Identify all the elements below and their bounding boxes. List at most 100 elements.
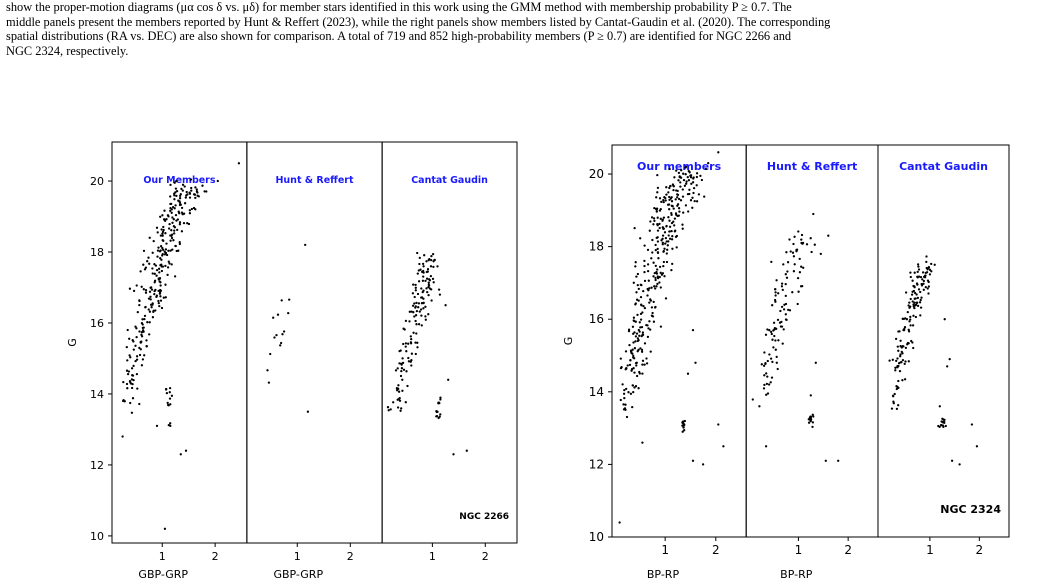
star-point <box>400 407 403 410</box>
member-points <box>386 251 468 456</box>
star-point <box>623 396 626 400</box>
y-tick-label: 20 <box>90 175 104 188</box>
star-point <box>404 401 407 404</box>
star-point <box>169 209 172 213</box>
star-point <box>691 459 695 462</box>
star-point <box>913 301 916 304</box>
star-point <box>148 290 152 293</box>
star-point <box>912 314 915 317</box>
star-point <box>158 304 161 308</box>
star-point <box>131 339 134 342</box>
y-axis-label: G <box>562 337 575 346</box>
star-point <box>916 270 919 274</box>
star-point <box>665 252 668 255</box>
star-point <box>914 297 917 300</box>
star-point <box>143 314 147 318</box>
star-point <box>187 222 191 226</box>
star-point <box>678 210 681 213</box>
star-point <box>418 310 421 313</box>
star-point <box>153 272 156 275</box>
star-point <box>897 404 900 407</box>
star-point <box>125 345 128 349</box>
star-point <box>772 346 775 349</box>
star-point <box>142 263 145 266</box>
star-point <box>636 272 640 276</box>
star-point <box>670 238 674 241</box>
star-point <box>896 345 899 348</box>
star-point <box>675 169 678 172</box>
star-point <box>429 274 433 278</box>
star-point <box>809 415 813 418</box>
star-point <box>758 405 761 408</box>
star-point <box>663 275 666 278</box>
star-point <box>664 242 667 245</box>
star-point <box>824 459 827 462</box>
panel-label: Hunt & Reffert <box>275 175 353 186</box>
star-point <box>163 209 166 212</box>
star-point <box>139 270 142 273</box>
star-point <box>674 235 678 239</box>
star-point <box>194 186 197 189</box>
star-point <box>188 196 192 199</box>
star-point <box>138 402 141 406</box>
star-point <box>676 203 680 206</box>
star-point <box>630 369 633 372</box>
star-point <box>422 275 425 278</box>
star-point <box>634 261 637 264</box>
star-point <box>814 361 817 364</box>
star-point <box>641 363 644 366</box>
star-point <box>906 310 909 314</box>
star-point <box>140 285 143 288</box>
star-point <box>677 197 681 201</box>
star-point <box>180 206 184 210</box>
star-point <box>674 229 677 232</box>
star-point <box>168 391 171 394</box>
star-point <box>427 281 430 284</box>
star-point <box>122 380 125 384</box>
star-point <box>782 263 785 266</box>
star-point <box>642 304 645 308</box>
star-point <box>426 290 429 294</box>
star-point <box>433 258 436 262</box>
star-point <box>629 392 633 395</box>
star-point <box>943 421 946 425</box>
star-point <box>658 222 661 226</box>
star-point <box>943 318 946 321</box>
star-point <box>414 289 417 292</box>
star-point <box>169 207 172 210</box>
star-point <box>691 181 695 184</box>
star-point <box>416 292 420 296</box>
star-point <box>689 199 693 202</box>
star-point <box>922 288 925 291</box>
star-point <box>416 272 419 275</box>
star-point <box>763 374 766 377</box>
star-point <box>891 358 894 361</box>
star-point <box>421 279 425 282</box>
star-point <box>147 297 151 300</box>
star-point <box>649 328 652 331</box>
star-point <box>658 197 662 200</box>
star-point <box>670 229 673 233</box>
star-point <box>432 265 435 269</box>
caption-line-4: NGC 2324, respectively. <box>6 43 129 58</box>
y-tick-label: 10 <box>589 530 604 544</box>
panel-label: Hunt & Reffert <box>767 160 857 173</box>
y-tick-label: 14 <box>90 388 104 401</box>
star-point <box>128 287 132 290</box>
star-point <box>781 288 784 292</box>
star-point <box>683 429 686 432</box>
star-point <box>777 292 780 295</box>
star-point <box>667 234 670 237</box>
star-point <box>780 282 784 285</box>
star-point <box>946 365 949 368</box>
star-point <box>166 401 169 405</box>
star-point <box>618 521 621 524</box>
star-point <box>941 417 944 420</box>
star-point <box>175 189 179 193</box>
star-point <box>648 320 651 323</box>
star-point <box>774 294 777 297</box>
star-point <box>659 217 662 220</box>
star-point <box>919 314 922 317</box>
star-point <box>774 348 777 351</box>
star-point <box>389 408 392 411</box>
